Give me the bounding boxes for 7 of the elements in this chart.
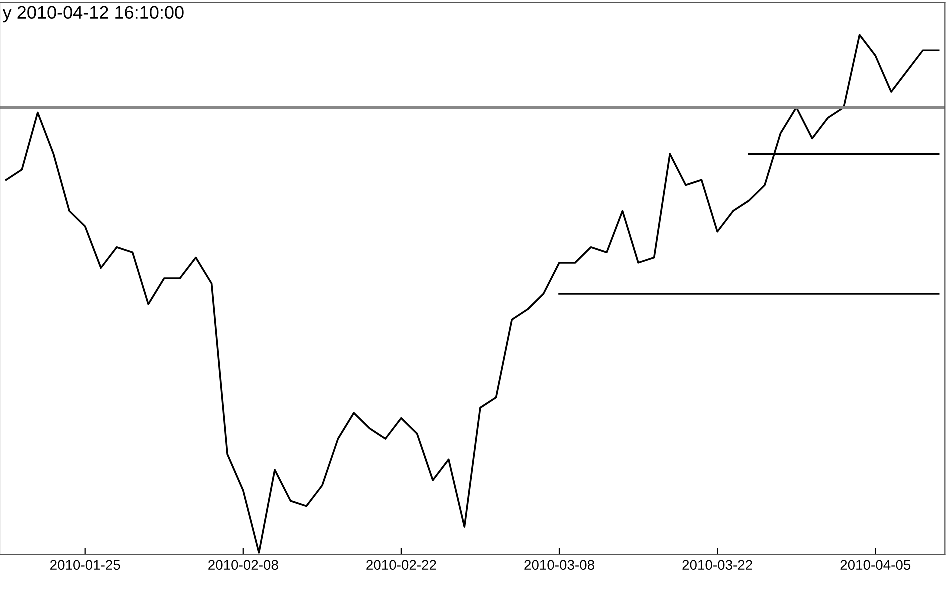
x-tick-label: 2010-04-05 (840, 560, 911, 570)
x-tick-label: 2010-03-22 (682, 560, 752, 570)
x-tick-label: 2010-01-25 (50, 560, 120, 570)
x-tick-label: 2010-02-22 (366, 560, 436, 570)
x-tick-label: 2010-02-08 (208, 560, 278, 570)
chart-title: y 2010-04-12 16:10:00 (2, 6, 184, 23)
x-tick-label: 2010-03-08 (524, 560, 594, 570)
